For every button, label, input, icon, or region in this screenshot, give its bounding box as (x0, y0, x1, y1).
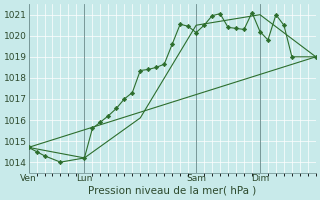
X-axis label: Pression niveau de la mer( hPa ): Pression niveau de la mer( hPa ) (88, 186, 256, 196)
